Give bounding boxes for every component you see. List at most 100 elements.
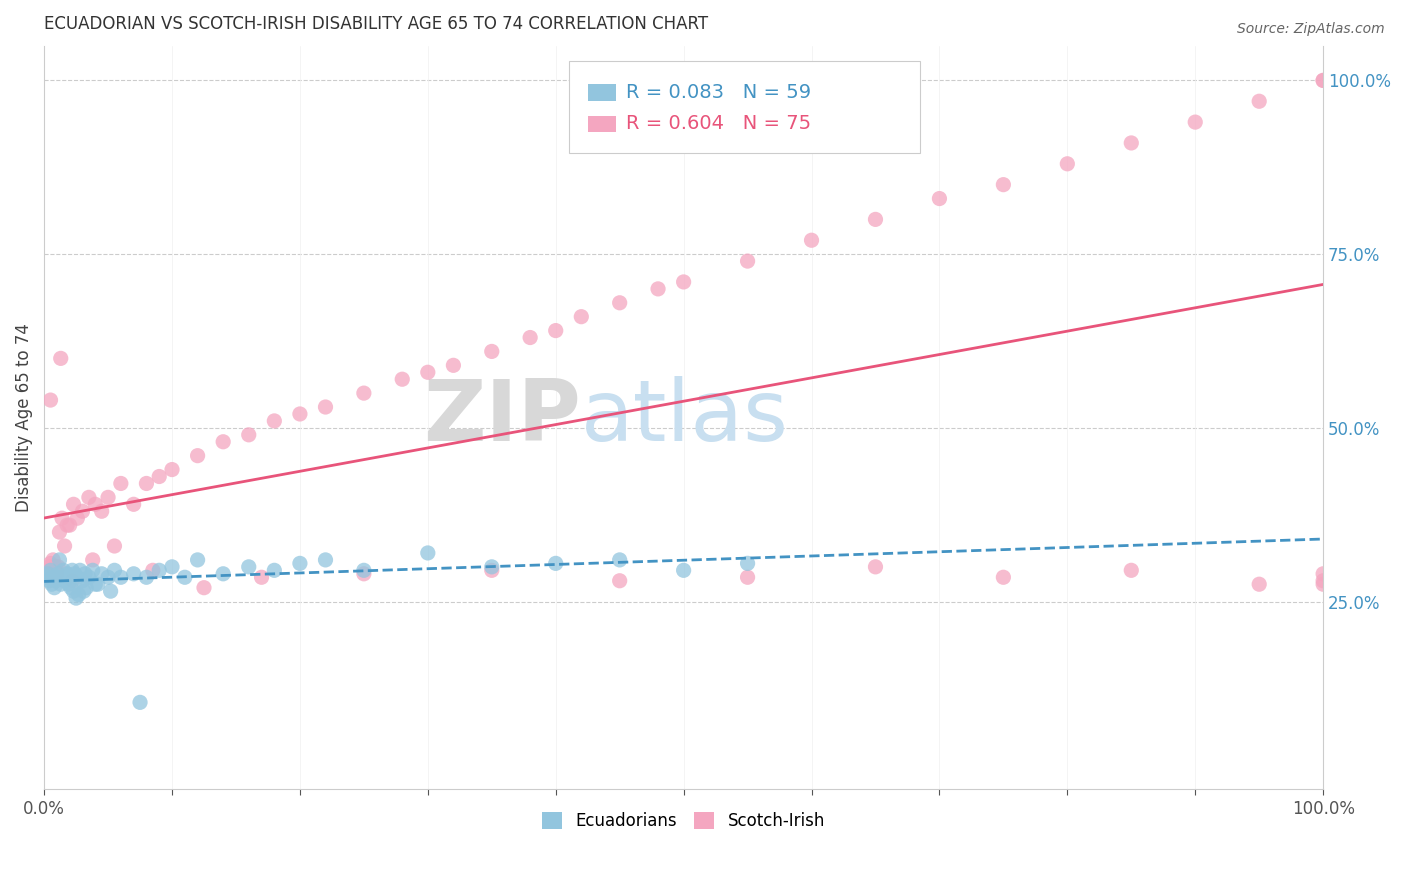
Point (609, 295, 631, 310)
Point (441, 359, 464, 373)
Point (48, 553, 70, 567)
Point (1121, 136, 1143, 150)
Point (250, 570, 273, 584)
Point (100, 584, 122, 599)
Point (173, 570, 195, 584)
Point (59, 570, 82, 584)
Point (35, 566, 58, 581)
Point (66, 511, 89, 525)
Point (647, 282, 669, 296)
Point (103, 563, 125, 577)
Point (56, 566, 79, 581)
Point (263, 563, 285, 577)
Point (288, 407, 311, 421)
Point (45, 570, 67, 584)
Point (72, 574, 94, 588)
Point (41, 577, 63, 591)
Point (800, 233, 823, 247)
Point (56, 518, 79, 533)
Point (416, 546, 439, 560)
Point (41, 563, 63, 577)
Point (212, 566, 235, 581)
Point (353, 566, 375, 581)
Point (481, 563, 503, 577)
Point (53, 574, 76, 588)
Point (45, 559, 67, 574)
Point (544, 324, 567, 338)
Point (87, 577, 110, 591)
Point (63, 566, 86, 581)
Point (82, 553, 104, 567)
Point (122, 497, 145, 511)
Point (1121, 563, 1143, 577)
Point (75, 581, 97, 595)
Text: ZIP: ZIP (423, 376, 581, 459)
Point (148, 469, 170, 483)
FancyBboxPatch shape (588, 116, 616, 132)
Point (263, 414, 285, 428)
Point (49, 351, 72, 366)
Point (46, 559, 69, 574)
Point (90, 504, 112, 518)
Point (609, 553, 631, 567)
Point (51, 511, 73, 525)
Point (42, 553, 65, 567)
Text: R = 0.604   N = 75: R = 0.604 N = 75 (626, 114, 811, 133)
Point (1312, 566, 1334, 581)
Point (142, 563, 165, 577)
Point (135, 476, 157, 491)
Point (569, 310, 592, 324)
Point (353, 386, 375, 401)
Point (993, 570, 1015, 584)
FancyBboxPatch shape (588, 85, 616, 101)
Point (42, 570, 65, 584)
Y-axis label: Disability Age 65 to 74: Disability Age 65 to 74 (15, 323, 32, 512)
Point (66, 570, 89, 584)
Point (38, 559, 60, 574)
Legend: Ecuadorians, Scotch-Irish: Ecuadorians, Scotch-Irish (536, 805, 831, 837)
Point (37, 566, 59, 581)
Point (90, 566, 112, 581)
Point (993, 178, 1015, 192)
Text: ECUADORIAN VS SCOTCH-IRISH DISABILITY AGE 65 TO 74 CORRELATION CHART: ECUADORIAN VS SCOTCH-IRISH DISABILITY AG… (44, 15, 709, 33)
Point (62, 584, 84, 599)
Point (82, 563, 104, 577)
Point (1249, 577, 1271, 591)
Point (1056, 157, 1078, 171)
Point (46, 566, 69, 581)
Point (315, 400, 337, 414)
Point (160, 559, 183, 574)
Point (737, 570, 759, 584)
Point (103, 539, 125, 553)
Point (39, 393, 62, 408)
Point (73, 584, 96, 599)
Point (48, 525, 70, 540)
Point (481, 344, 503, 359)
Point (44, 581, 66, 595)
Point (288, 557, 311, 571)
Point (238, 559, 260, 574)
Point (865, 212, 887, 227)
Point (1184, 115, 1206, 129)
Point (73, 566, 96, 581)
Point (110, 476, 132, 491)
Point (44, 563, 66, 577)
Point (51, 570, 73, 584)
Point (737, 254, 759, 268)
Point (45, 574, 67, 588)
Point (60, 563, 83, 577)
Point (1312, 577, 1334, 591)
Point (160, 462, 183, 476)
Point (59, 581, 82, 595)
Point (212, 434, 235, 449)
Point (737, 557, 759, 571)
Point (69, 563, 91, 577)
Point (193, 581, 215, 595)
Point (60, 574, 83, 588)
Point (77, 570, 100, 584)
Point (34, 570, 56, 584)
Point (84, 577, 107, 591)
Point (52, 563, 75, 577)
Text: Source: ZipAtlas.com: Source: ZipAtlas.com (1237, 22, 1385, 37)
Point (1312, 574, 1334, 588)
